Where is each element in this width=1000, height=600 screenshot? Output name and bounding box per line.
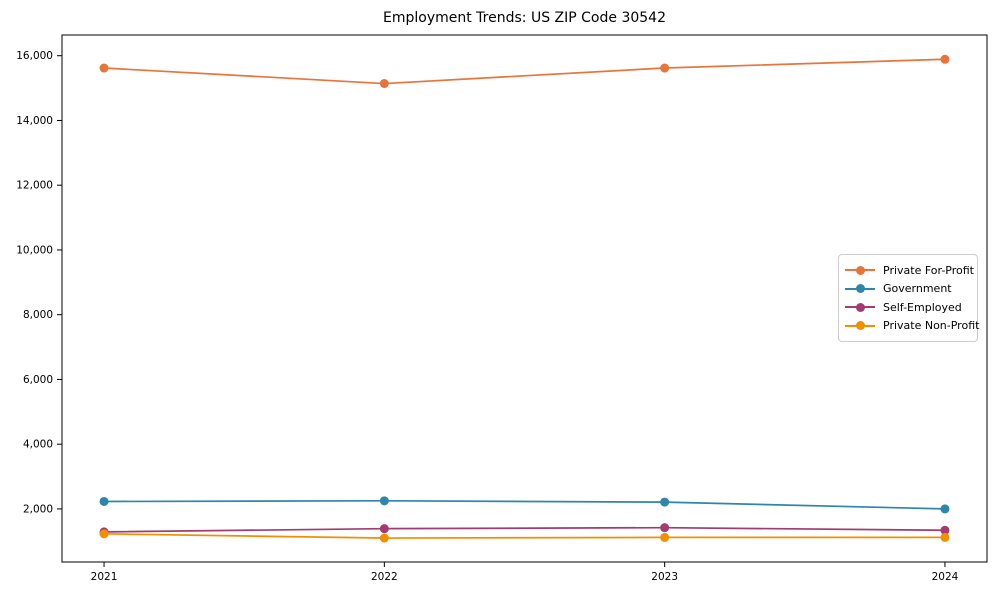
legend-item: Government	[845, 280, 969, 299]
legend-label: Government	[883, 282, 952, 296]
svg-text:2024: 2024	[932, 571, 959, 583]
legend-label: Private Non-Profit	[883, 319, 980, 333]
legend: Private For-Profit Government Self-Emplo…	[838, 254, 979, 342]
legend-marker-line-dot-icon	[845, 265, 875, 275]
svg-text:2022: 2022	[371, 571, 398, 583]
legend-marker-line-dot-icon	[845, 321, 875, 331]
svg-text:2023: 2023	[651, 571, 678, 583]
legend-label: Private For-Profit	[883, 263, 974, 277]
svg-text:16,000: 16,000	[16, 50, 53, 62]
chart-title: Employment Trends: US ZIP Code 30542	[383, 10, 666, 26]
legend-marker-line-dot-icon	[845, 284, 875, 294]
svg-text:10,000: 10,000	[16, 244, 53, 256]
legend-item: Private For-Profit	[845, 261, 974, 280]
legend-item: Private Non-Profit	[845, 317, 979, 336]
svg-text:2,000: 2,000	[23, 503, 53, 515]
svg-text:2021: 2021	[91, 571, 118, 583]
legend-item: Self-Employed	[845, 298, 969, 317]
svg-text:14,000: 14,000	[16, 115, 53, 127]
svg-text:4,000: 4,000	[23, 439, 53, 451]
svg-text:12,000: 12,000	[16, 180, 53, 192]
legend-label: Self-Employed	[883, 300, 962, 314]
legend-marker-line-dot-icon	[845, 302, 875, 312]
svg-text:6,000: 6,000	[23, 374, 53, 386]
svg-text:8,000: 8,000	[23, 309, 53, 321]
